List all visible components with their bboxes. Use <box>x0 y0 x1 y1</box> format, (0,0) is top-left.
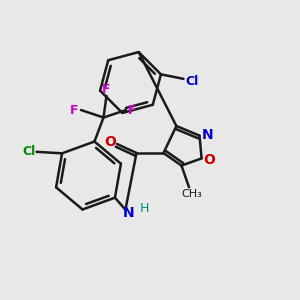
Text: CH₃: CH₃ <box>182 189 203 199</box>
Text: F: F <box>128 103 137 116</box>
Text: O: O <box>104 136 116 149</box>
Text: Cl: Cl <box>185 75 199 88</box>
Text: O: O <box>203 153 215 167</box>
Text: F: F <box>102 83 111 96</box>
Text: F: F <box>70 103 79 116</box>
Text: H: H <box>140 202 150 215</box>
Text: N: N <box>123 206 134 220</box>
Text: Cl: Cl <box>22 145 36 158</box>
Text: N: N <box>202 128 214 142</box>
